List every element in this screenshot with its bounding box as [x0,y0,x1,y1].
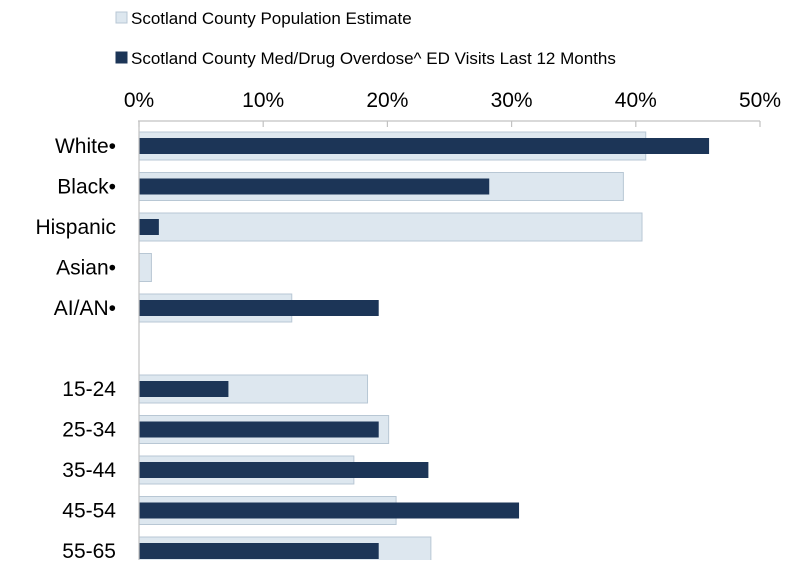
x-tick-label: 40% [615,89,657,112]
x-tick-label: 30% [491,89,533,112]
legend-swatch-1 [115,11,128,24]
bar-ed-visits [139,502,520,519]
category-label: Black• [57,176,116,199]
bar-ed-visits [139,381,229,397]
x-axis-ticks: 0% 10% 20% 30% 40% 50% [124,89,781,127]
bar-ed-visits [139,421,379,438]
bar-ed-visits [139,300,379,316]
x-tick-label: 10% [242,89,284,112]
category-label: 45-54 [62,500,116,523]
legend-label-1: Scotland County Population Estimate [131,9,412,28]
legend: Scotland County Population Estimate Scotl… [115,9,616,68]
bar-population [138,212,643,242]
bar-ed-visits [139,219,159,235]
category-label: 15-24 [62,378,116,401]
bar-ed-visits [139,543,379,559]
x-tick-label: 20% [366,89,408,112]
x-tick-label: 0% [124,89,154,112]
x-tick-label: 50% [739,89,781,112]
category-label: 25-34 [62,419,116,442]
legend-swatch-2 [115,51,128,64]
category-label: Hispanic [35,216,116,239]
bar-ed-visits [139,178,490,195]
legend-label-2: Scotland County Med/Drug Overdose^ ED Vi… [131,49,616,68]
axes [138,120,760,560]
bar-ed-visits [139,138,710,154]
category-label: Asian• [56,257,116,280]
category-label: 35-44 [62,459,116,482]
bar-population [138,253,152,282]
bars [138,131,710,565]
category-label: White• [55,135,116,158]
category-label: AI/AN• [54,297,116,320]
category-label: 55-65 [62,540,116,560]
category-labels: White• Black• Hispanic Asian• AI/AN• 15-24 25-… [35,135,116,563]
bar-ed-visits [139,462,429,478]
